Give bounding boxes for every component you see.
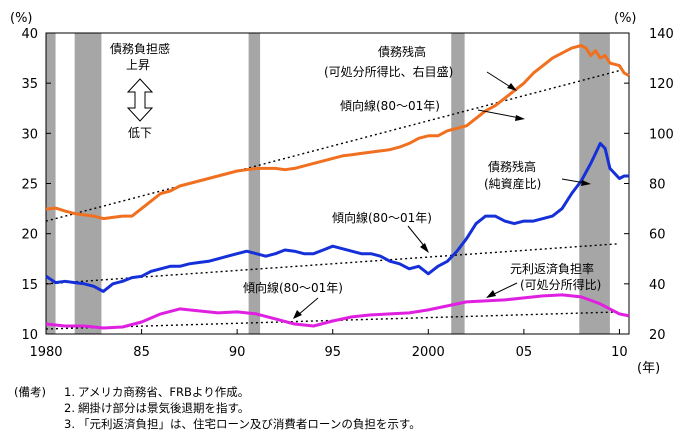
left-tick-label: 40 — [21, 27, 38, 42]
trend-top-arrowhead — [515, 115, 525, 121]
debt-income-arrowhead — [507, 83, 517, 91]
note-text: 「元利返済負担」は、住宅ローン及び消費者ローンの負担を示す。 — [78, 417, 421, 431]
trend-line — [45, 69, 620, 222]
debt-networth-pointer — [561, 178, 586, 184]
notes-heading: (備考) — [14, 385, 46, 399]
x-tick-label: 90 — [229, 345, 246, 360]
up-down-arrow-icon — [126, 78, 154, 122]
x-tick-label: 05 — [516, 345, 533, 360]
debt-income-label-line1: 債務残高 — [378, 44, 426, 59]
trend-middle-pointer — [407, 225, 426, 248]
left-tick-label: 15 — [21, 278, 38, 293]
trend-label-bottom: 傾向線(80〜01年) — [243, 280, 343, 295]
recession-band — [248, 33, 261, 334]
x-tick-label: 2000 — [412, 345, 445, 360]
right-axis-unit: (%) — [614, 11, 637, 26]
left-tick-label: 10 — [21, 328, 38, 343]
series-line-2 — [45, 141, 629, 293]
trend-label-middle: 傾向線(80〜01年) — [332, 210, 432, 225]
axes: 10 15 20 25 30 35 40 20 40 60 80 100 120 140 1980 85 90 9… — [21, 27, 673, 360]
burden-fall-label: 低下 — [128, 126, 152, 140]
right-tick-label: 140 — [649, 27, 674, 42]
trend-bottom-pointer — [297, 297, 319, 316]
right-tick-label: 40 — [649, 278, 666, 293]
chart: 10 15 20 25 30 35 40 20 40 60 80 100 120 140 1980 85 90 9… — [10, 11, 674, 376]
x-tick-label: 10 — [611, 345, 628, 360]
debt-income-pointer — [486, 71, 513, 89]
left-tick-label: 25 — [21, 178, 38, 193]
debt-networth-label-line2: (純資産比) — [484, 176, 541, 191]
series-line-1 — [45, 44, 630, 221]
right-tick-label: 20 — [649, 328, 666, 343]
note-text: 網掛け部分は景気後退期を指す。 — [78, 401, 250, 415]
service-pointer — [491, 282, 518, 296]
x-tick-label: 85 — [133, 345, 150, 360]
left-tick-label: 20 — [21, 228, 38, 243]
right-tick-label: 120 — [649, 77, 674, 92]
x-axis-unit: (年) — [637, 361, 660, 376]
note-row-2: 2. 網掛け部分は景気後退期を指す。 — [14, 400, 421, 416]
burden-label: 債務負担感 — [110, 41, 170, 56]
x-tick-label: 1980 — [29, 345, 62, 360]
note-row-3: 3. 「元利返済負担」は、住宅ローン及び消費者ローンの負担を示す。 — [14, 416, 421, 432]
note-number: 2. — [64, 401, 75, 415]
trend-bottom-arrowhead — [293, 310, 302, 319]
series-line-3 — [45, 293, 630, 330]
left-tick-label: 30 — [21, 127, 38, 142]
service-arrowhead — [486, 290, 496, 298]
trend-top-pointer — [477, 109, 521, 119]
note-number: 3. — [64, 417, 75, 431]
left-tick-label: 35 — [21, 77, 38, 92]
burden-rise-label: 上昇 — [126, 58, 150, 72]
right-tick-label: 100 — [649, 127, 674, 142]
note-number: 1. — [64, 385, 75, 399]
debt-income-label-line2: (可処分所得比、右目盛) — [324, 64, 453, 79]
recession-band — [451, 33, 465, 334]
note-row-1: (備考) 1. アメリカ商務省、FRBより作成。 — [14, 384, 421, 400]
service-label-line1: 元利返済負担率 — [510, 261, 594, 276]
trend-middle-arrowhead — [420, 243, 429, 253]
x-tick-label: 95 — [324, 345, 341, 360]
notes: (備考) 1. アメリカ商務省、FRBより作成。 2. 網掛け部分は景気後退期を指す。… — [14, 384, 421, 432]
debt-networth-label-line1: 債務残高 — [488, 159, 536, 174]
data-series — [45, 44, 630, 330]
note-text: アメリカ商務省、FRBより作成。 — [78, 385, 250, 399]
trend-label-top: 傾向線(80〜01年) — [340, 98, 440, 113]
right-tick-label: 60 — [649, 228, 666, 243]
right-tick-label: 80 — [649, 178, 666, 193]
service-label-line2: (可処分所得比) — [520, 277, 601, 292]
left-axis-unit: (%) — [10, 11, 33, 26]
debt-networth-arrowhead — [581, 180, 591, 186]
